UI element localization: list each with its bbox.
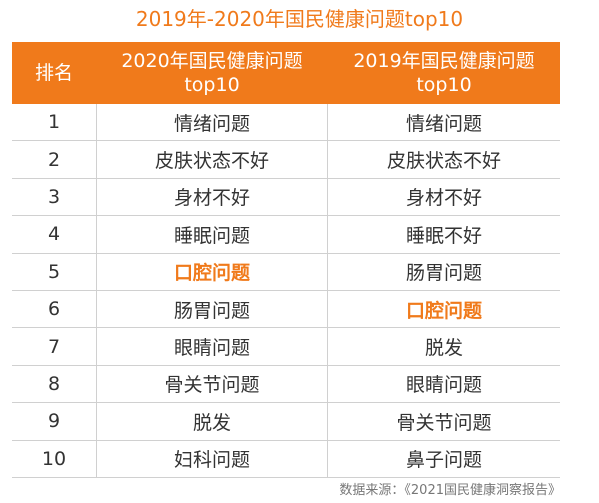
rank-cell: 1 xyxy=(47,111,61,134)
issue-2019-cell: 肠胃问题 xyxy=(405,262,482,285)
table-row: 2 皮肤状态不好 皮肤状态不好 xyxy=(12,141,560,179)
table-row: 1 情绪问题 情绪问题 xyxy=(12,104,560,142)
issue-2020-cell: 脱发 xyxy=(96,403,328,440)
rank-cell: 9 xyxy=(47,410,61,433)
rank-cell: 8 xyxy=(47,372,61,395)
table-row: 9 脱发 骨关节问题 xyxy=(12,403,560,441)
rank-cell: 4 xyxy=(47,223,61,246)
issue-2019-cell: 眼睛问题 xyxy=(405,374,482,397)
header-2019-line1: 2019年国民健康问题 xyxy=(353,50,535,72)
rank-cell: 2 xyxy=(47,148,61,171)
issue-2020-cell: 眼睛问题 xyxy=(96,328,328,365)
rank-cell: 3 xyxy=(47,185,61,208)
ranking-table: 排名 2020年国民健康问题 top10 2019年国民健康问题 top10 1… xyxy=(12,42,560,478)
issue-2020-cell: 睡眠问题 xyxy=(96,216,328,253)
rank-cell: 5 xyxy=(47,260,61,283)
issue-2020-cell: 情绪问题 xyxy=(96,104,328,141)
issue-2019-cell: 骨关节问题 xyxy=(396,411,492,434)
issue-2020-cell: 肠胃问题 xyxy=(96,290,328,328)
table-body: 1 情绪问题 情绪问题 2 皮肤状态不好 皮肤状态不好 3 身材不好 身材不好 4 睡眠问题 睡眠不好… xyxy=(12,104,560,478)
issue-2020-cell: 身材不好 xyxy=(96,178,328,216)
header-2020: 2020年国民健康问题 top10 xyxy=(96,42,328,104)
rank-cell: 6 xyxy=(47,298,61,321)
table-row: 5 口腔问题 肠胃问题 xyxy=(12,253,560,291)
table-row: 4 睡眠问题 睡眠不好 xyxy=(12,216,560,254)
table-row: 6 肠胃问题 口腔问题 xyxy=(12,290,560,329)
rank-cell: 7 xyxy=(47,335,61,358)
issue-2019-cell: 皮肤状态不好 xyxy=(386,150,501,173)
data-source-note: 数据来源：《2021国民健康洞察报告》 xyxy=(339,483,561,498)
header-2019-line2: top10 xyxy=(416,74,472,96)
header-2020-line2: top10 xyxy=(184,74,240,96)
issue-2019-cell: 睡眠不好 xyxy=(405,224,482,247)
table-row: 3 身材不好 身材不好 xyxy=(12,178,560,217)
header-2020-line1: 2020年国民健康问题 xyxy=(121,50,303,72)
issue-2020-cell: 口腔问题 xyxy=(96,253,328,290)
issue-2020-cell: 骨关节问题 xyxy=(96,365,328,403)
rank-cell: 10 xyxy=(41,447,67,470)
page-title: 2019年-2020年国民健康问题top10 xyxy=(135,7,464,31)
issue-2020-cell: 皮肤状态不好 xyxy=(96,141,328,178)
table-row: 8 骨关节问题 眼睛问题 xyxy=(12,365,560,404)
issue-2019-cell: 口腔问题 xyxy=(405,299,482,322)
table-header: 排名 2020年国民健康问题 top10 2019年国民健康问题 top10 xyxy=(12,42,560,104)
table-row: 10 妇科问题 鼻子问题 xyxy=(12,440,560,478)
issue-2019-cell: 情绪问题 xyxy=(405,112,482,135)
issue-2019-cell: 鼻子问题 xyxy=(405,449,482,472)
issue-2019-cell: 脱发 xyxy=(424,337,463,360)
header-rank: 排名 xyxy=(34,62,73,84)
table-row: 7 眼睛问题 脱发 xyxy=(12,328,560,366)
issue-2020-cell: 妇科问题 xyxy=(96,440,328,477)
issue-2019-cell: 身材不好 xyxy=(405,187,482,210)
header-2019: 2019年国民健康问题 top10 xyxy=(328,42,560,104)
